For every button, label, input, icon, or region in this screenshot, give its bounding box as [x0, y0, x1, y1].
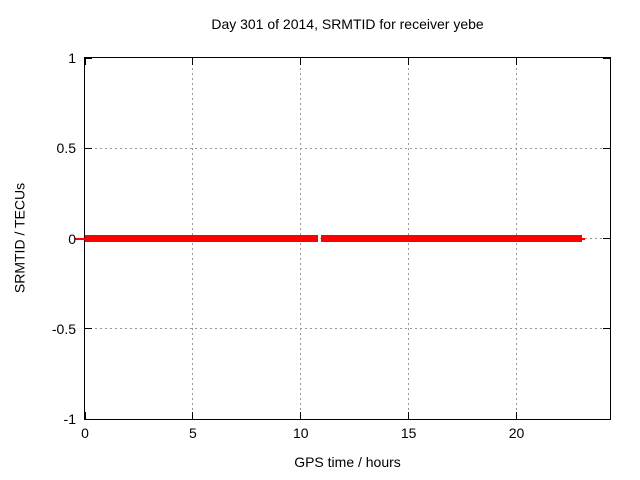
plot-area	[75, 57, 611, 420]
x-tick-label: 0	[81, 425, 89, 441]
y-tick-right	[603, 147, 610, 149]
chart-title: Day 301 of 2014, SRMTID for receiver yeb…	[211, 16, 484, 32]
y-tick-label: 1	[68, 50, 76, 66]
x-tick-bottom	[300, 412, 302, 419]
x-tick-top	[300, 58, 302, 65]
y-tick-left	[85, 328, 92, 330]
srmtid-line-endcap	[75, 237, 85, 240]
y-tick-label: -1	[63, 411, 76, 427]
x-tick-bottom	[192, 412, 194, 419]
x-tick-top	[408, 58, 410, 65]
x-tick-label: 20	[508, 425, 525, 441]
y-tick-right	[603, 238, 610, 239]
y-tick-right	[603, 418, 610, 420]
y-tick-left	[85, 418, 92, 420]
y-tick-label: -0.5	[51, 320, 76, 337]
y-tick-right	[603, 57, 610, 59]
x-tick-top	[84, 58, 86, 65]
x-tick-label: 15	[400, 425, 417, 441]
x-tick-label: 10	[292, 425, 309, 441]
y-tick-label: 0	[68, 230, 76, 247]
x-tick-top	[192, 58, 194, 65]
y-gridline	[85, 328, 610, 330]
y-tick-right	[603, 328, 610, 330]
srmtid-line-segment	[321, 235, 583, 242]
x-axis-label: GPS time / hours	[294, 454, 401, 470]
srmtid-line-endcap	[579, 237, 585, 240]
x-tick-bottom	[84, 412, 86, 419]
y-tick-left	[85, 57, 92, 59]
y-tick-label: 0.5	[56, 140, 76, 157]
y-gridline	[85, 147, 610, 149]
x-tick-top	[516, 58, 518, 65]
y-tick-left	[85, 147, 92, 149]
x-tick-bottom	[516, 412, 518, 419]
x-tick-label: 5	[188, 425, 197, 441]
srmtid-line-segment	[85, 235, 319, 242]
x-tick-bottom	[408, 412, 410, 419]
